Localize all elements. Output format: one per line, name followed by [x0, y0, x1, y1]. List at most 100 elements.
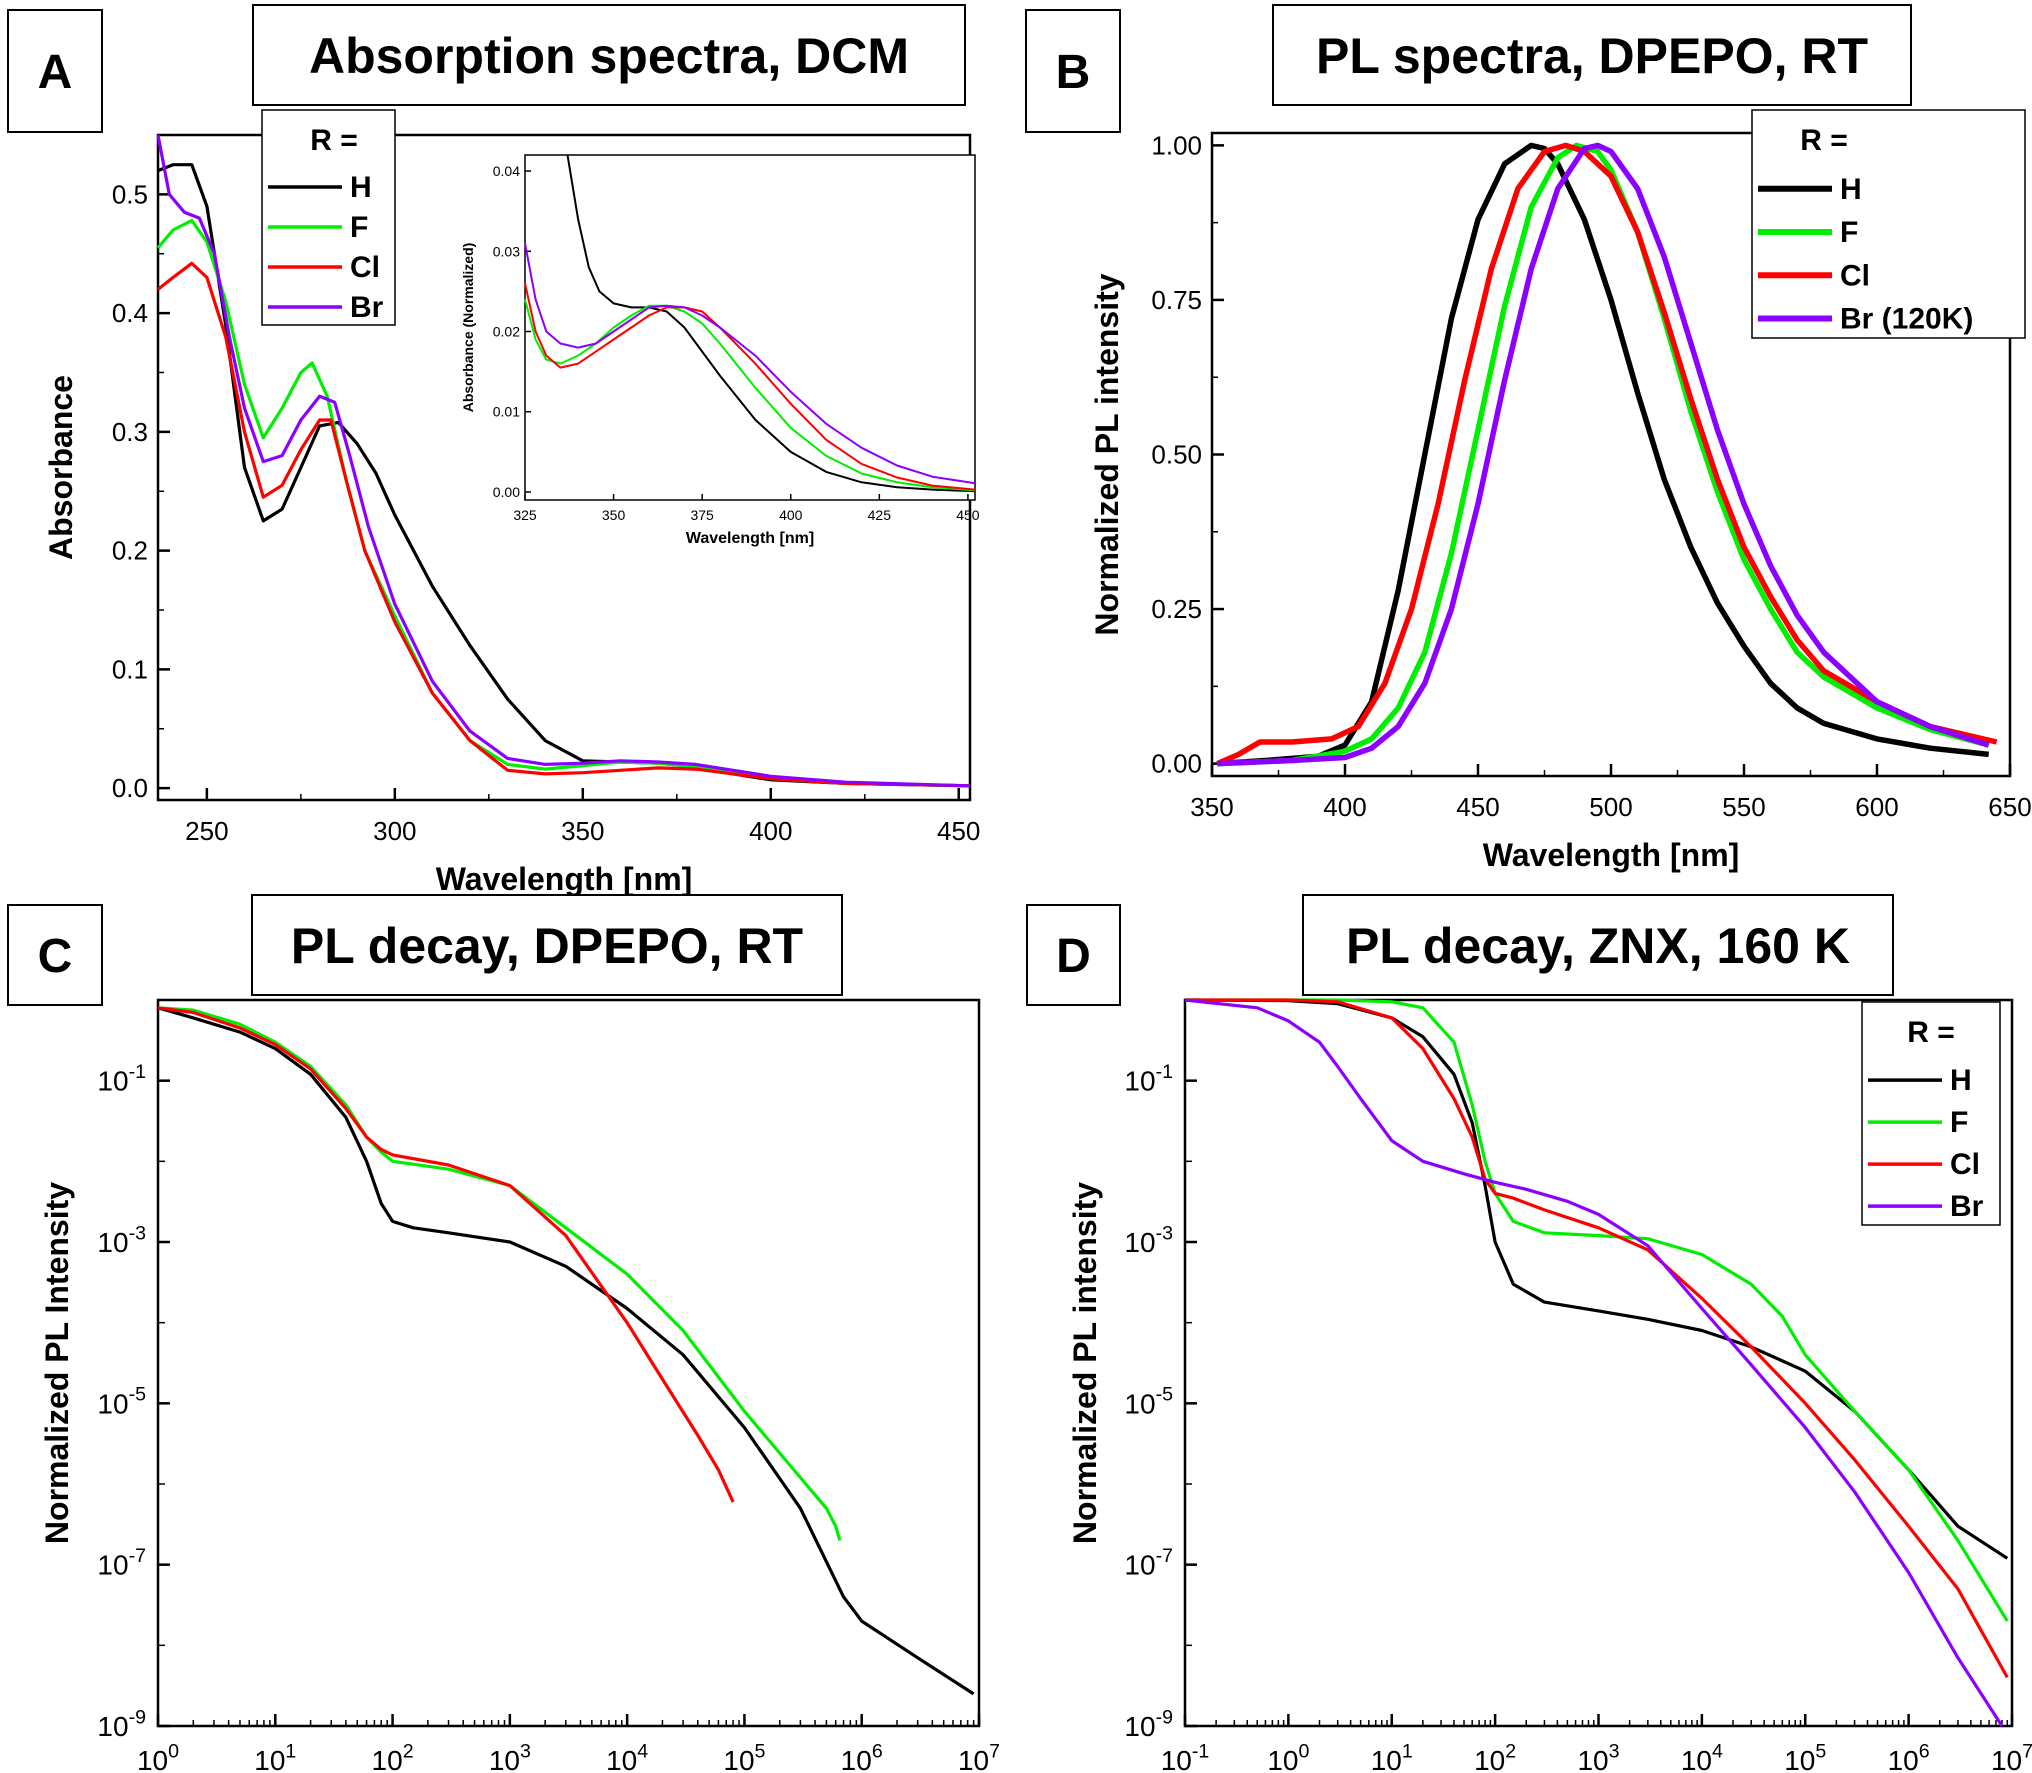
y-tick-label: 10-5 — [97, 1384, 146, 1420]
y-tick-label: 0.25 — [1151, 594, 1202, 624]
inset-series-line-h — [566, 154, 976, 493]
x-tick-label-exp: 7 — [2022, 1740, 2032, 1762]
x-tick-label-exp: 2 — [403, 1740, 414, 1762]
chart-title: PL decay, ZNX, 160 K — [1346, 918, 1850, 974]
inset-series-line-br — [524, 243, 976, 485]
x-tick-label-base: 10 — [841, 1745, 872, 1773]
legend: R = HF Cl Br — [261, 109, 396, 326]
y-tick-label-base: 10 — [97, 1711, 128, 1742]
panel-letter-box — [7, 904, 103, 1006]
y-axis-label: Absorbance — [43, 375, 79, 560]
series-line-br — [1184, 998, 2004, 1727]
series-line-cl — [157, 261, 971, 788]
x-tick-label-exp: 3 — [1609, 1740, 1620, 1762]
x-tick-label-exp: 1 — [1402, 1740, 1413, 1762]
x-tick-label: 106 — [1888, 1740, 1930, 1773]
x-tick-label: 102 — [372, 1740, 414, 1773]
x-tick-label-base: 10 — [1577, 1745, 1608, 1773]
chart-title: PL decay, DPEPO, RT — [291, 918, 803, 974]
x-tick-label: 100 — [137, 1740, 179, 1773]
x-tick-label-exp: 3 — [520, 1740, 531, 1762]
x-tick-label-base: 10 — [723, 1745, 754, 1773]
y-tick-label: 0.50 — [1151, 440, 1202, 470]
x-tick-label: 300 — [373, 816, 416, 846]
x-tick-label: 107 — [958, 1740, 1000, 1773]
x-tick-label: 400 — [1323, 792, 1366, 822]
panel-letter: B — [1056, 46, 1091, 99]
y-tick-label: 0.2 — [112, 536, 148, 566]
inset-x-tick-label: 325 — [513, 507, 537, 523]
inset-frame — [524, 154, 976, 501]
y-tick-label-exp: -5 — [1156, 1384, 1174, 1406]
y-tick-label: 10-3 — [1124, 1222, 1173, 1258]
x-tick-label-exp: 5 — [755, 1740, 766, 1762]
y-tick-label-base: 10 — [97, 1066, 128, 1097]
x-tick-label-base: 10 — [1681, 1745, 1712, 1773]
legend-item: Cl — [1868, 1148, 1980, 1181]
x-tick-label-base: 10 — [489, 1745, 520, 1773]
legend-item: F — [268, 211, 368, 244]
y-tick-label-base: 10 — [97, 1388, 128, 1419]
series-line-cl — [157, 1006, 735, 1503]
chart-title: PL spectra, DPEPO, RT — [1316, 28, 1868, 84]
legend-item: Br (120K) — [1758, 303, 1973, 336]
y-tick-label-exp: -3 — [129, 1222, 147, 1244]
legend-item: F — [1758, 216, 1858, 249]
x-tick-label: 104 — [1681, 1740, 1723, 1773]
x-tick-label: 650 — [1988, 792, 2031, 822]
x-tick-label-base: 10 — [1474, 1745, 1505, 1773]
y-tick-label-exp: -3 — [1156, 1222, 1174, 1244]
x-tick-label-exp: 4 — [1712, 1740, 1723, 1762]
legend-title: R = — [1800, 124, 1848, 157]
y-tick-label: 0.0 — [112, 773, 148, 803]
chart-title-box — [1272, 4, 1912, 106]
x-tick-label-base: 10 — [137, 1745, 168, 1773]
x-tick-label: 106 — [841, 1740, 883, 1773]
x-tick-label: 550 — [1722, 792, 1765, 822]
series-line-br — [1217, 142, 1990, 767]
x-tick-label: 100 — [1267, 1740, 1309, 1773]
legend-label: Cl — [1840, 259, 1870, 292]
x-tick-label: 103 — [489, 1740, 531, 1773]
series-line-h — [157, 1006, 975, 1696]
inset-plot: 325 350 375 400 425 450 0.00 0.01 0.02 0.03 0.04 Wa… — [460, 154, 980, 547]
y-tick-label: 0.00 — [1151, 749, 1202, 779]
x-tick-label: 102 — [1474, 1740, 1516, 1773]
panel-letter-box — [1026, 904, 1121, 1006]
series-line-h — [1217, 142, 1989, 767]
x-tick-label-base: 10 — [1991, 1745, 2022, 1773]
legend-label: Br — [350, 291, 384, 324]
legend-box — [1751, 109, 2026, 339]
x-tick-label-base: 10 — [1161, 1745, 1192, 1773]
y-tick-label-exp: -1 — [129, 1061, 146, 1083]
panel-letter-box — [7, 9, 103, 133]
y-axis-label: Normalized PL intensity — [1067, 1182, 1103, 1544]
y-tick-label: 0.75 — [1151, 285, 1202, 315]
inset-y-tick-label: 0.04 — [493, 163, 520, 179]
y-tick-label-base: 10 — [1124, 1388, 1155, 1419]
panel-letter: A — [38, 46, 73, 99]
legend: R = HF Cl Br (120K) — [1751, 109, 2026, 339]
y-tick-label-exp: -7 — [1156, 1545, 1173, 1567]
legend-label: H — [1840, 173, 1862, 206]
panel-b: B PL spectra, DPEPO, RT 350 400 450 500 550 600… — [1025, 4, 2032, 873]
legend-title: R = — [310, 124, 358, 157]
legend-item: F — [1868, 1106, 1968, 1139]
y-axis-label: Normalized PL intensity — [1089, 273, 1125, 635]
legend-label: H — [1950, 1064, 1972, 1097]
x-tick-label-base: 10 — [1371, 1745, 1402, 1773]
legend-label: Br (120K) — [1840, 303, 1973, 336]
x-tick-label: 350 — [561, 816, 604, 846]
inset-x-tick-label: 450 — [956, 507, 980, 523]
x-tick-label-exp: 0 — [1299, 1740, 1310, 1762]
series-line-br — [156, 134, 971, 788]
x-tick-label-exp: 6 — [872, 1740, 883, 1762]
y-tick-label: 1.00 — [1151, 130, 1202, 160]
x-tick-label: 104 — [606, 1740, 648, 1773]
y-tick-label: 10-5 — [1124, 1384, 1173, 1420]
legend-item: Br — [268, 291, 384, 324]
x-tick-label: 450 — [1456, 792, 1499, 822]
chart-title: Absorption spectra, DCM — [309, 28, 909, 84]
x-tick-label-exp: 6 — [1919, 1740, 1930, 1762]
